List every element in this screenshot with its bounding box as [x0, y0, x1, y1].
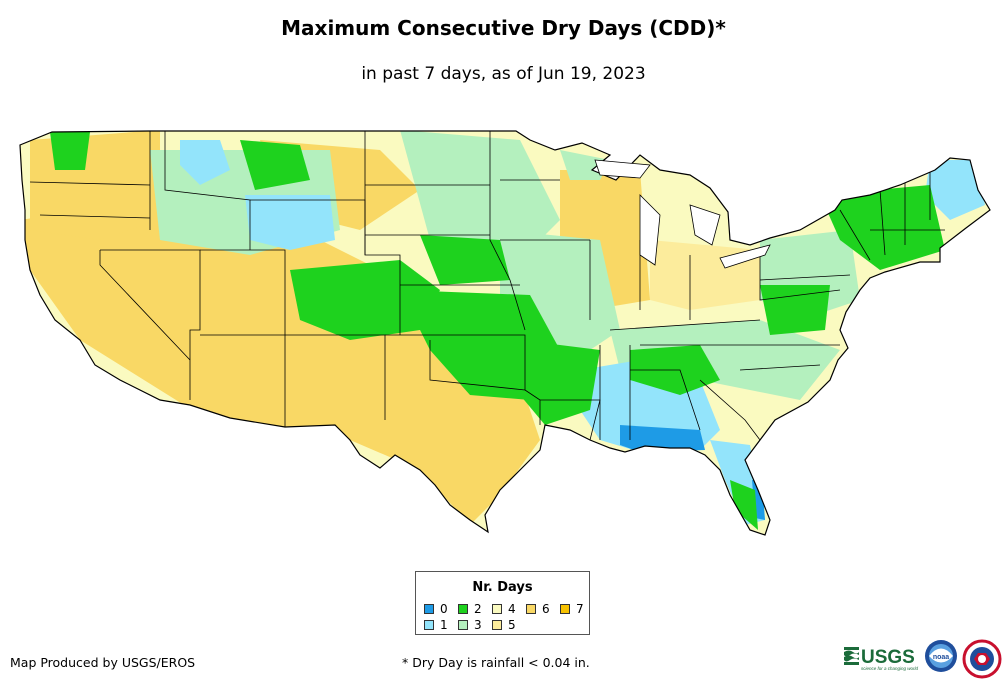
- legend-item-1: 1: [424, 618, 448, 632]
- state-boundary: [489, 131, 526, 331]
- lake-superior: [594, 159, 651, 179]
- state-boundary: [200, 249, 286, 336]
- state-boundary: [609, 319, 761, 331]
- map-field: [650, 240, 760, 310]
- state-boundary: [99, 250, 191, 361]
- map-field: [925, 160, 985, 220]
- noaa-logo-text: noaa: [933, 654, 949, 661]
- map-field: [610, 320, 840, 400]
- legend-label: 6: [542, 602, 550, 616]
- usgs-tagline: science for a changing world: [861, 666, 919, 671]
- legend-label: 7: [576, 602, 584, 616]
- legend-swatch: [424, 620, 434, 630]
- legend-label: 1: [440, 618, 448, 632]
- noaa-gull-icon: [929, 648, 953, 663]
- map-title: Maximum Consecutive Dry Days (CDD)*: [281, 16, 726, 40]
- legend-label: 5: [508, 618, 516, 632]
- lake-erie: [719, 244, 771, 269]
- map-field: [180, 140, 230, 185]
- state-boundary: [385, 334, 526, 390]
- legend-swatch: [424, 604, 434, 614]
- lake-michigan: [639, 194, 661, 266]
- legend-item-2: 2: [458, 602, 482, 616]
- map-field: [420, 235, 510, 285]
- legend-label: 4: [508, 602, 516, 616]
- legend-label: 3: [474, 618, 482, 632]
- map-color-fields: [20, 131, 990, 535]
- state-boundary: [39, 214, 151, 219]
- lake-huron: [689, 204, 721, 246]
- nws-logo: [962, 639, 1002, 679]
- legend-item-7: 7: [560, 602, 584, 616]
- state-boundary: [630, 369, 701, 431]
- legend-swatch: [458, 620, 468, 630]
- legend-title: Nr. Days: [472, 580, 533, 595]
- state-boundary: [429, 340, 526, 391]
- state-boundary: [100, 249, 201, 400]
- state-boundary: [364, 131, 401, 335]
- state-boundary: [759, 274, 851, 281]
- map-field: [240, 140, 310, 190]
- state-boundary: [879, 189, 886, 256]
- map-field: [620, 425, 705, 452]
- legend-label: 0: [440, 602, 448, 616]
- usgs-logo: USGS science for a changing world: [844, 647, 919, 671]
- state-boundary: [29, 181, 151, 186]
- state-boundary: [699, 379, 761, 441]
- cdd-map: [19, 130, 991, 536]
- state-boundary: [759, 255, 841, 301]
- state-boundary: [739, 364, 821, 371]
- state-boundary: [839, 209, 871, 261]
- usgs-logo-text: USGS: [861, 647, 915, 668]
- legend-swatch: [526, 604, 536, 614]
- map-field: [290, 260, 440, 340]
- map-legend: Nr. Days 0 1 2 3 4 5 6 7: [415, 571, 590, 635]
- legend-item-6: 6: [526, 602, 550, 616]
- map-subtitle: in past 7 days, as of Jun 19, 2023: [361, 64, 646, 84]
- legend-item-3: 3: [458, 618, 482, 632]
- nws-center-dot: [978, 655, 986, 663]
- dry-day-footnote: * Dry Day is rainfall < 0.04 in.: [402, 655, 590, 670]
- legend-item-5: 5: [492, 618, 516, 632]
- produced-by-credit: Map Produced by USGS/EROS: [10, 655, 196, 670]
- legend-label: 2: [474, 602, 482, 616]
- legend-swatch: [492, 620, 502, 630]
- map-field: [730, 480, 758, 530]
- legend-item-0: 0: [424, 602, 448, 616]
- map-field: [400, 131, 560, 260]
- legend-swatch: [560, 604, 570, 614]
- state-boundaries: [29, 131, 945, 441]
- state-boundary: [164, 131, 251, 250]
- legend-swatch: [458, 604, 468, 614]
- usgs-wave-icon: [844, 647, 859, 665]
- noaa-logo: noaa: [925, 640, 957, 672]
- map-field: [20, 200, 540, 525]
- legend-item-4: 4: [492, 602, 516, 616]
- map-field: [245, 195, 335, 250]
- map-field: [50, 132, 90, 170]
- legend-swatch: [492, 604, 502, 614]
